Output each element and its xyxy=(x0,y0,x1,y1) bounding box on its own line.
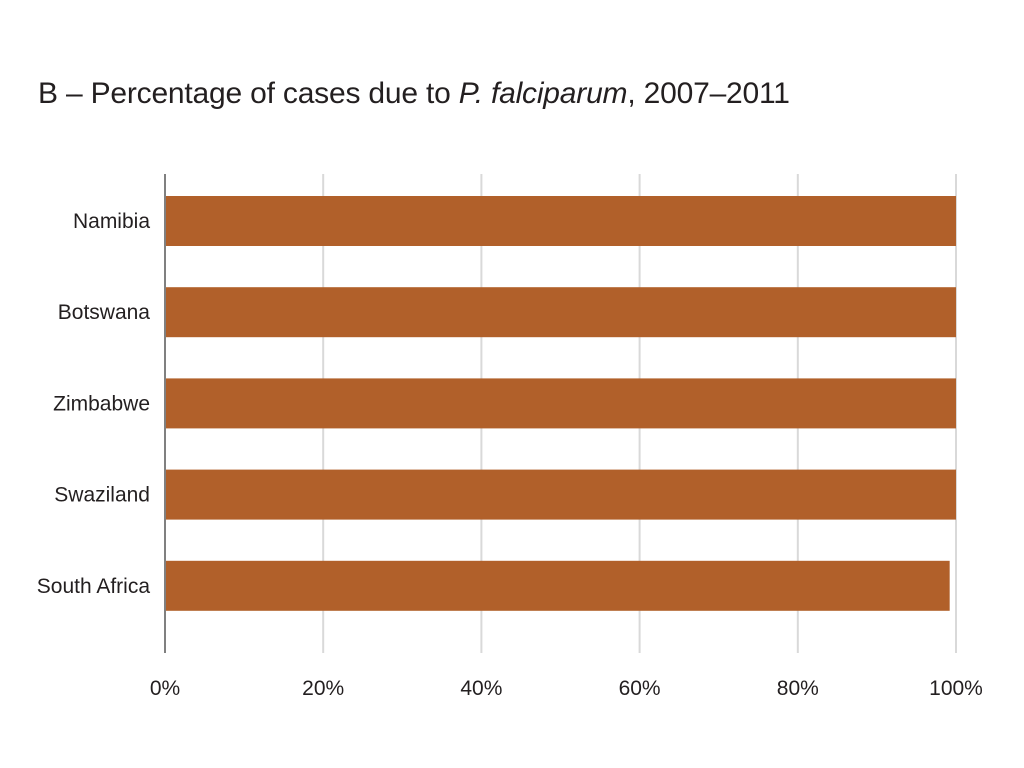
chart-title-prefix: B – Percentage of cases due to xyxy=(38,77,459,110)
category-label: Swaziland xyxy=(54,484,150,507)
x-tick-label: 100% xyxy=(929,677,983,700)
x-tick-label: 20% xyxy=(302,677,344,700)
chart-title: B – Percentage of cases due to P. falcip… xyxy=(38,74,790,114)
bars xyxy=(165,196,956,611)
x-tick-label: 0% xyxy=(150,677,180,700)
bar-botswana xyxy=(165,287,956,338)
x-tick-label: 80% xyxy=(777,677,819,700)
category-label: Botswana xyxy=(58,301,151,324)
category-label: South Africa xyxy=(37,575,151,598)
bar-south-africa xyxy=(165,560,950,611)
category-label: Namibia xyxy=(73,210,150,233)
x-tick-label: 60% xyxy=(619,677,661,700)
x-tick-labels: 0% 20% 40% 60% 80% 100% xyxy=(150,677,983,700)
chart-title-suffix: , 2007–2011 xyxy=(627,77,790,110)
bar-swaziland xyxy=(165,469,956,520)
x-tick-label: 40% xyxy=(460,677,502,700)
category-labels: Namibia Botswana Zimbabwe Swaziland South Af… xyxy=(37,210,151,598)
bar-zimbabwe xyxy=(165,378,956,429)
chart-title-species: P. falciparum xyxy=(458,77,628,110)
bar-namibia xyxy=(165,196,956,246)
category-label: Zimbabwe xyxy=(53,392,150,415)
